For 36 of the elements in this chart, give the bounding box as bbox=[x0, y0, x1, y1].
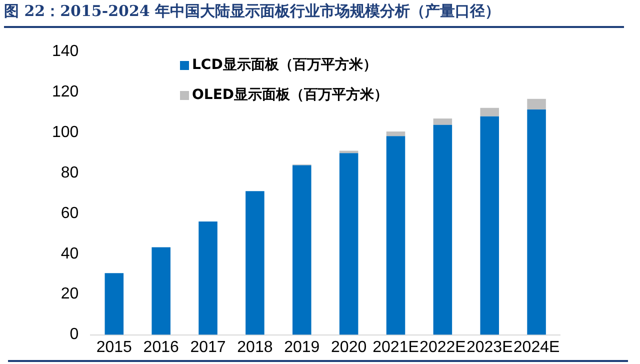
y-tick-label: 60 bbox=[60, 204, 79, 222]
x-tick-label: 2017 bbox=[190, 338, 226, 356]
bar bbox=[246, 191, 264, 335]
bar bbox=[386, 136, 406, 335]
y-tick-label: 140 bbox=[52, 43, 79, 60]
legend-label: OLED显示面板（百万平方米） bbox=[192, 86, 388, 104]
x-tick-label: 2016 bbox=[143, 338, 179, 356]
bar bbox=[527, 98, 546, 110]
y-tick-label: 120 bbox=[52, 83, 79, 100]
bar bbox=[480, 116, 499, 335]
y-tick-label: 20 bbox=[60, 286, 79, 303]
x-tick-label: 2015 bbox=[96, 338, 132, 356]
x-tick-label: 2019 bbox=[284, 338, 320, 356]
x-tick-label: 2018 bbox=[237, 338, 273, 356]
bar bbox=[339, 150, 358, 154]
bar bbox=[386, 132, 406, 136]
bar bbox=[198, 222, 218, 335]
x-tick-label: 2021E bbox=[372, 338, 419, 356]
bar bbox=[433, 124, 452, 335]
x-tick-label: 2020 bbox=[331, 338, 367, 356]
y-tick-label: 40 bbox=[60, 245, 79, 262]
x-tick-label: 2024E bbox=[513, 338, 560, 356]
legend-label: LCD显示面板（百万平方米） bbox=[192, 56, 377, 74]
bar bbox=[480, 108, 499, 116]
chart-title: 图 22：2015-2024 年中国大陆显示面板行业市场规模分析（产量口径） bbox=[4, 2, 624, 28]
bar bbox=[292, 165, 312, 335]
bar bbox=[104, 273, 124, 335]
bar bbox=[152, 247, 170, 335]
bar bbox=[527, 109, 546, 335]
bar bbox=[339, 153, 358, 335]
y-tick-label: 0 bbox=[70, 326, 79, 344]
y-tick-label: 100 bbox=[52, 124, 79, 141]
x-tick-label: 2023E bbox=[466, 338, 513, 356]
x-tick-label: 2022E bbox=[420, 338, 466, 356]
y-tick-label: 80 bbox=[60, 164, 79, 182]
bar bbox=[433, 118, 452, 125]
